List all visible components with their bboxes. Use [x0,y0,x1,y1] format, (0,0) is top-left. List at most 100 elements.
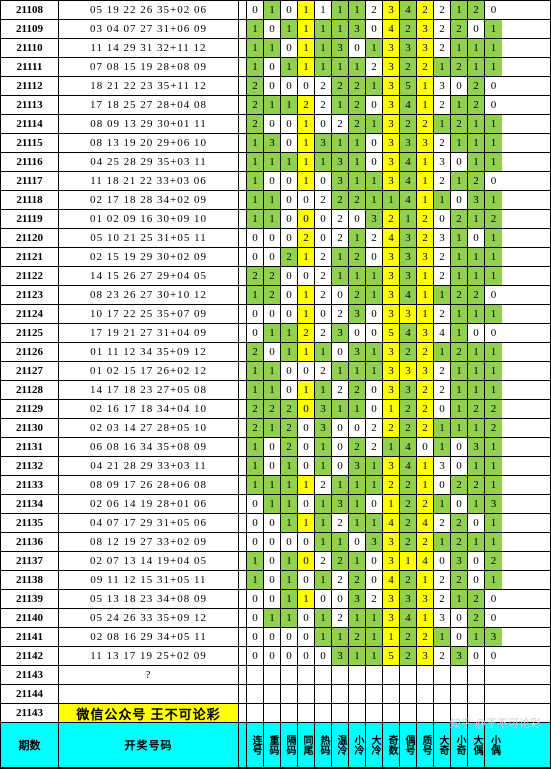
stat-cell: 1 [417,286,434,304]
stat-cell: 3 [383,248,400,266]
stat-cell: 0 [247,647,264,665]
stat-cell: 0 [366,495,383,513]
stat-cell: 2 [485,400,502,418]
stat-cell [332,666,349,684]
stat-cell: 2 [451,20,468,38]
stat-cell: 1 [400,552,417,570]
stat-cell: 1 [366,362,383,380]
stat-cell: 1 [281,153,298,171]
stat-cell: 2 [315,476,332,494]
stat-cell: 3 [383,96,400,114]
period-cell: 21111 [1,58,59,76]
stat-cell: 3 [383,457,400,475]
stat-cell: 3 [383,552,400,570]
period-cell: 21142 [1,647,59,665]
stat-cell: 1 [417,96,434,114]
stat-cell [332,685,349,703]
stat-cell: 0 [366,400,383,418]
stat-cell: 1 [417,153,434,171]
stat-cell: 1 [349,153,366,171]
period-cell: 21143 [1,666,59,684]
stat-cell: 1 [366,286,383,304]
period-cell: 21122 [1,267,59,285]
stat-cell: 2 [434,571,451,589]
stat-cell: 3 [434,229,451,247]
stat-cell: 1 [383,400,400,418]
stat-cell: 0 [281,77,298,95]
stat-cell: 0 [332,590,349,608]
stat-cell: 3 [349,20,366,38]
stat-cell: 2 [400,343,417,361]
stat-cell: 2 [383,210,400,228]
numbers-cell: 17 19 21 27 31+04 09 [59,324,239,342]
stat-cell: 0 [366,381,383,399]
stat-cell: 1 [383,495,400,513]
numbers-cell: 05 19 22 26 35+02 06 [59,1,239,19]
stat-cell [417,685,434,703]
stat-cell: 2 [247,400,264,418]
stat-cell: 0 [281,533,298,551]
stat-cell: 1 [417,267,434,285]
stat-cell: 0 [298,210,315,228]
numbers-cell: 04 07 17 29 31+05 06 [59,514,239,532]
stat-cell: 0 [298,552,315,570]
data-row: 2114102 08 16 29 34+05 11000011211221013 [1,628,550,647]
stat-cell: 2 [383,419,400,437]
stat-cell: 1 [349,476,366,494]
stat-cell [298,666,315,684]
stat-cell: 1 [349,362,366,380]
stat-cell: 1 [349,514,366,532]
stat-cell: 1 [451,172,468,190]
period-cell: 21130 [1,419,59,437]
stat-cell: 3 [417,248,434,266]
stat-cell: 0 [281,362,298,380]
numbers-cell: 11 13 17 19 25+02 09 [59,647,239,665]
stat-cell: 1 [247,362,264,380]
stat-cell [247,685,264,703]
stat-cell: 0 [332,343,349,361]
stat-cell: 1 [451,1,468,19]
stat-cell: 2 [417,210,434,228]
stat-cell: 0 [485,286,502,304]
stat-cell: 0 [485,647,502,665]
stat-cell: 1 [485,438,502,456]
stat-cell: 1 [247,58,264,76]
stat-cell: 2 [400,115,417,133]
numbers-cell: 06 08 16 34 35+08 09 [59,438,239,456]
stat-cell: 1 [264,495,281,513]
period-cell: 21110 [1,39,59,57]
stat-cell: 2 [485,419,502,437]
stat-cell: 2 [349,115,366,133]
stat-cell: 1 [264,362,281,380]
footer-draw: 开奖号码 [59,723,239,767]
stat-cell [400,666,417,684]
stat-cell: 1 [298,134,315,152]
data-row: 2112005 10 21 25 31+05 11000202124323101 [1,229,550,248]
stat-cell: 2 [298,324,315,342]
stat-cell: 2 [366,58,383,76]
stat-cell: 1 [247,191,264,209]
stat-cell: 2 [434,1,451,19]
data-row: 2112902 16 17 18 34+04 10222031101220122 [1,400,550,419]
stat-cell: 3 [383,590,400,608]
stat-cell: 1 [332,20,349,38]
stat-cell: 1 [349,400,366,418]
stat-cell: 3 [400,134,417,152]
numbers-cell: ? [59,666,239,684]
stat-cell: 4 [400,457,417,475]
stat-cell: 2 [332,229,349,247]
stat-cell: 3 [264,134,281,152]
stat-cell: 1 [451,96,468,114]
stat-cell: 1 [468,343,485,361]
stat-cell: 1 [485,115,502,133]
stat-cell: 2 [315,248,332,266]
stat-cell: 3 [315,419,332,437]
stat-cell: 0 [264,514,281,532]
period-cell: 21132 [1,457,59,475]
stat-cell: 0 [332,457,349,475]
stat-cell [264,666,281,684]
stat-cell: 2 [281,400,298,418]
stat-cell: 3 [332,324,349,342]
stat-cell: 1 [434,286,451,304]
data-row: 2113702 07 13 14 19+04 05101022103140302 [1,552,550,571]
